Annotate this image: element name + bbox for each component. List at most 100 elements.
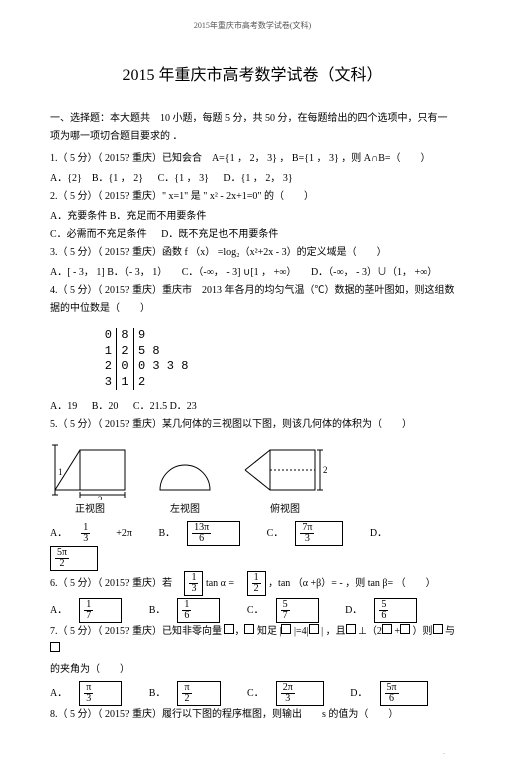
q8-stem: 8.（ 5 分）（ 2015? 重庆）履行以下图的程序框图，则输出 s 的值为（… (50, 706, 455, 724)
q4-stem: 4.（ 5 分）（ 2015? 重庆）重庆市 2013 年各月的均匀气温（℃）数… (50, 282, 455, 318)
q2-opt-c: C．必需而不充足条件 (50, 229, 147, 240)
opt-label: A． (50, 688, 67, 699)
exam-title: 2015 年重庆市高考数学试卷（文科） (50, 61, 455, 85)
frac-d: 7 (281, 611, 290, 621)
frac-d: 2 (55, 559, 69, 569)
q7-text: ）则 (413, 626, 433, 637)
q6-stem: 6.（ 5 分）（ 2015? 重庆）若 13 tan α = 12 ，tan … (50, 571, 455, 596)
top-view: 2 俯视图 (240, 440, 330, 515)
leaf-r: 2 (134, 375, 208, 391)
leaf-m: 2 (117, 344, 134, 360)
leaf-r: 9 (134, 328, 208, 344)
leaf-row: 1 2 5 8 (52, 344, 208, 360)
leaf-l: 1 (52, 344, 117, 360)
view-label: 俯视图 (240, 500, 330, 515)
q7-opt-b: B．π2 (149, 688, 233, 699)
vec-b-icon (281, 624, 291, 634)
svg-text:1: 1 (58, 467, 63, 477)
frac-d: 6 (379, 611, 388, 621)
q1-opt-a: A．{2} B．{1 ， 2} (50, 173, 143, 184)
leaf-l: 2 (52, 359, 117, 375)
opt-label: B． (158, 528, 175, 539)
q2-opts-2: C．必需而不充足条件 D．既不充足也不用要条件 (50, 226, 455, 244)
q4-opt-b: B．20 (92, 401, 119, 412)
q2-stem: 2.（ 5 分）（ 2015? 重庆）" x=1" 是 " x² - 2x+1=… (50, 188, 455, 206)
q5-opt-a: A．13+2π (50, 528, 144, 539)
q6-opt-b: B．16 (149, 605, 233, 616)
top-view-svg: 2 (240, 440, 330, 500)
q2-opt-d: D．既不充足也不用要条件 (161, 229, 278, 240)
frac-d: 3 (281, 694, 295, 704)
q6-opts: A．17 B．16 C．57 D．56 (50, 598, 455, 623)
q3-opt-c: C．（-∞， - 3] ∪[1 ， +∞） (182, 267, 297, 278)
frac-d: 3 (300, 534, 314, 544)
q6-text: ，tan （α +β）= - ，则 tan β= （ ） (268, 578, 436, 589)
q7-opt-d: D．5π6 (350, 688, 439, 699)
q7-text: 7.（ 5 分）（ 2015? 重庆）已知非零向量 (50, 626, 222, 637)
q5-opt-c: C．7π3 (267, 528, 356, 539)
q6-text: tan α = (206, 578, 244, 589)
q5-stem: 5.（ 5 分）（ 2015? 重庆）某几何体的三视图以下图，则该几何体的体积为… (50, 416, 455, 434)
leaf-m: 8 (117, 328, 134, 344)
frac-d: 3 (81, 534, 90, 544)
q1-opt-c: C．{1 ， 3} (158, 173, 209, 184)
leaf-m: 0 (117, 359, 134, 375)
q7-opt-c: C．2π3 (247, 688, 336, 699)
q7-text: |=4| (294, 626, 309, 637)
vec-a-icon (382, 624, 392, 634)
leaf-l: 0 (52, 328, 117, 344)
page: 2015年重庆市高考数学试卷(文科) 2015 年重庆市高考数学试卷（文科） 一… (0, 0, 505, 766)
vec-a-icon (224, 624, 234, 634)
frac-d: 7 (84, 611, 93, 621)
view-label: 左视图 (150, 500, 220, 515)
page-footer: . (443, 747, 445, 756)
three-views: 1 2 正视图 左视图 2 (50, 440, 455, 515)
front-view-svg: 1 2 (50, 440, 130, 500)
q1-stem: 1.（ 5 分）（ 2015? 重庆）已知会合 A={1 ， 2， 3} ， B… (50, 150, 455, 168)
stem-leaf-plot: 0 8 9 1 2 5 8 2 0 0 3 3 8 3 1 2 (50, 326, 210, 392)
svg-text:2: 2 (323, 465, 328, 475)
opt-label: A． (50, 605, 67, 616)
opt-label: C． (247, 605, 264, 616)
page-header: 2015年重庆市高考数学试卷(文科) (50, 20, 455, 31)
leaf-m: 1 (117, 375, 134, 391)
opt-label: B． (149, 605, 166, 616)
q7-text: ⊥（2 (358, 626, 382, 637)
opt-label: C． (267, 528, 284, 539)
q7-stem-2: 的夹角为（ ） (50, 661, 455, 679)
q6-opt-a: A．17 (50, 605, 134, 616)
leaf-row: 2 0 0 3 3 8 (52, 359, 208, 375)
q7-text: 与 (445, 626, 455, 637)
leaf-row: 3 1 2 (52, 375, 208, 391)
frac-d: 2 (182, 694, 191, 704)
opt-suf: +2π (116, 528, 132, 539)
opt-label: D． (345, 605, 362, 616)
q3-opt-d: D．（-∞， - 3）∪（1， +∞） (311, 267, 437, 278)
q4-opts: A．19 B．20 C．21.5 D．23 (50, 398, 455, 416)
vec-a-icon (309, 624, 319, 634)
opt-label: D． (370, 528, 387, 539)
frac-d: 6 (192, 534, 211, 544)
view-label: 正视图 (50, 500, 130, 515)
opt-label: C． (247, 688, 264, 699)
q6-opt-c: C．57 (247, 605, 331, 616)
vec-a-icon (346, 624, 356, 634)
leaf-r: 5 8 (134, 344, 208, 360)
frac-d: 6 (385, 694, 399, 704)
q3-opt-ab: A．[ - 3， 1] B．（- 3， 1） (50, 267, 167, 278)
vec-a-icon (433, 624, 443, 634)
front-view: 1 2 正视图 (50, 440, 130, 515)
vec-b-icon (400, 624, 410, 634)
q7-stem: 7.（ 5 分）（ 2015? 重庆）已知非零向量 ， 知足 | |=4| | … (50, 623, 455, 659)
q7-text: | ，且 (321, 626, 346, 637)
frac-d: 3 (84, 694, 93, 704)
side-view: 左视图 (150, 440, 220, 515)
q4-opt-cd: C．21.5 D．23 (133, 401, 197, 412)
opt-label: B． (149, 688, 166, 699)
leaf-l: 3 (52, 375, 117, 391)
q1-opt-d: D．{1 ， 2， 3} (223, 173, 292, 184)
side-view-svg (150, 440, 220, 500)
q2-opts: A．充要条件 B．充足而不用要条件 (50, 208, 455, 226)
frac-d: 3 (189, 584, 198, 594)
q7-opts: A．π3 B．π2 C．2π3 D．5π6 (50, 681, 455, 706)
